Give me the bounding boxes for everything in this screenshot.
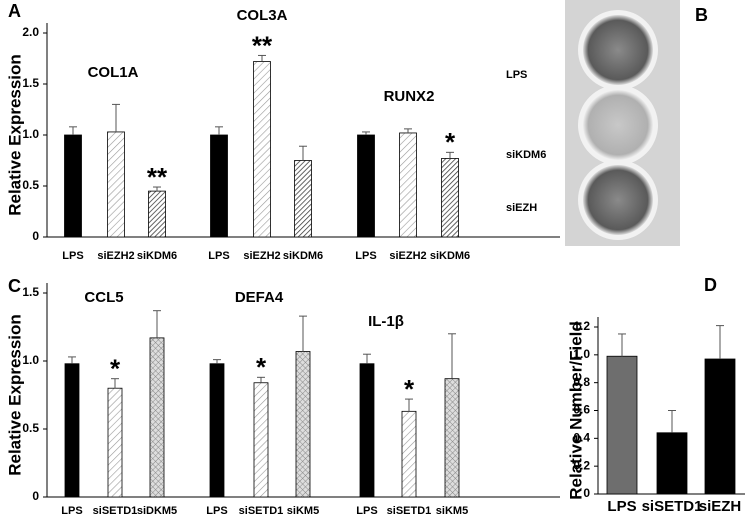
bar (399, 132, 417, 238)
y-axis-label: Relative Expression (5, 314, 24, 476)
panel-letter: D (704, 275, 717, 295)
bar (148, 190, 166, 238)
bar (294, 160, 312, 238)
y-tick-label: 1.0 (573, 347, 590, 361)
y-tick-label: 0.4 (573, 431, 590, 445)
panel-b: B LPS siKDM6 siEZH (506, 0, 708, 246)
bar (107, 131, 125, 238)
gene-label: COL3A (237, 7, 288, 24)
bar (357, 134, 375, 238)
well (583, 165, 653, 235)
x-tick-label: siKDM6 (430, 250, 470, 262)
well (583, 90, 653, 160)
x-tick-label: siKDM6 (137, 250, 177, 262)
x-tick-label: LPS (62, 250, 83, 262)
bar (401, 410, 417, 498)
gene-label: IL-1β (368, 313, 404, 330)
y-tick-label: 0.8 (573, 375, 590, 389)
x-tick-label: LPS (355, 250, 376, 262)
gene-label: CCL5 (84, 289, 123, 306)
x-tick-label: siKDM6 (283, 250, 323, 262)
bar (359, 363, 375, 498)
well-label: siKDM6 (506, 149, 546, 161)
significance: * (404, 374, 415, 404)
bar (606, 355, 638, 495)
significance: ** (147, 162, 168, 192)
gene-label: COL1A (88, 64, 139, 81)
bar (253, 61, 271, 238)
x-tick-label: siSETD1 (93, 505, 138, 517)
y-tick-label: 1.2 (573, 319, 590, 333)
well-label: LPS (506, 69, 527, 81)
x-tick-label: LPS (607, 498, 636, 515)
y-tick-label: 0.6 (573, 403, 590, 417)
y-tick-label: 0.5 (22, 421, 39, 435)
bar (253, 382, 269, 498)
y-tick-label: 1.5 (22, 76, 39, 90)
bar (64, 363, 80, 498)
gene-label: RUNX2 (384, 88, 435, 105)
bar (209, 363, 225, 498)
y-axis-label: Relative Expression (5, 54, 24, 216)
x-tick-label: siSETD1 (239, 505, 284, 517)
y-tick-label: 2.0 (22, 25, 39, 39)
y-tick-label: 0.2 (573, 458, 590, 472)
y-tick-label: 0.5 (22, 178, 39, 192)
bar (444, 378, 460, 498)
y-tick-label: 0 (32, 489, 39, 503)
x-tick-label: siEZH2 (243, 250, 280, 262)
y-tick-label: 0 (583, 486, 590, 500)
x-tick-label: siEZH2 (97, 250, 134, 262)
significance: ** (252, 30, 273, 60)
x-tick-label: LPS (208, 250, 229, 262)
significance: * (110, 354, 121, 384)
bar (210, 134, 228, 238)
x-tick-label: siEZH (699, 498, 742, 515)
x-tick-label: siDKM5 (137, 505, 177, 517)
well-label: siEZH (506, 202, 537, 214)
y-tick-label: 1.0 (22, 127, 39, 141)
y-tick-label: 0 (32, 229, 39, 243)
gene-label: DEFA4 (235, 289, 284, 306)
bar (149, 337, 165, 498)
x-tick-label: siEZH2 (389, 250, 426, 262)
y-axis-label: Relative Number/Field (566, 321, 585, 500)
significance: * (445, 127, 456, 157)
well (583, 15, 653, 85)
x-tick-label: siSETD1 (387, 505, 432, 517)
bar (656, 432, 688, 495)
bar (295, 351, 311, 498)
x-tick-label: LPS (61, 505, 82, 517)
panel-letter: A (8, 1, 21, 21)
bar (704, 358, 736, 495)
significance: * (256, 352, 267, 382)
x-tick-label: siKM5 (436, 505, 468, 517)
y-tick-label: 1.5 (22, 285, 39, 299)
x-tick-label: LPS (206, 505, 227, 517)
x-tick-label: siKM5 (287, 505, 319, 517)
x-tick-label: LPS (356, 505, 377, 517)
bar (64, 134, 82, 238)
y-tick-label: 1.0 (22, 353, 39, 367)
x-tick-label: siSETD1 (642, 498, 703, 515)
panel-letter: C (8, 276, 21, 296)
bar (107, 387, 123, 498)
bar (441, 158, 459, 238)
panel-letter: B (695, 5, 708, 25)
